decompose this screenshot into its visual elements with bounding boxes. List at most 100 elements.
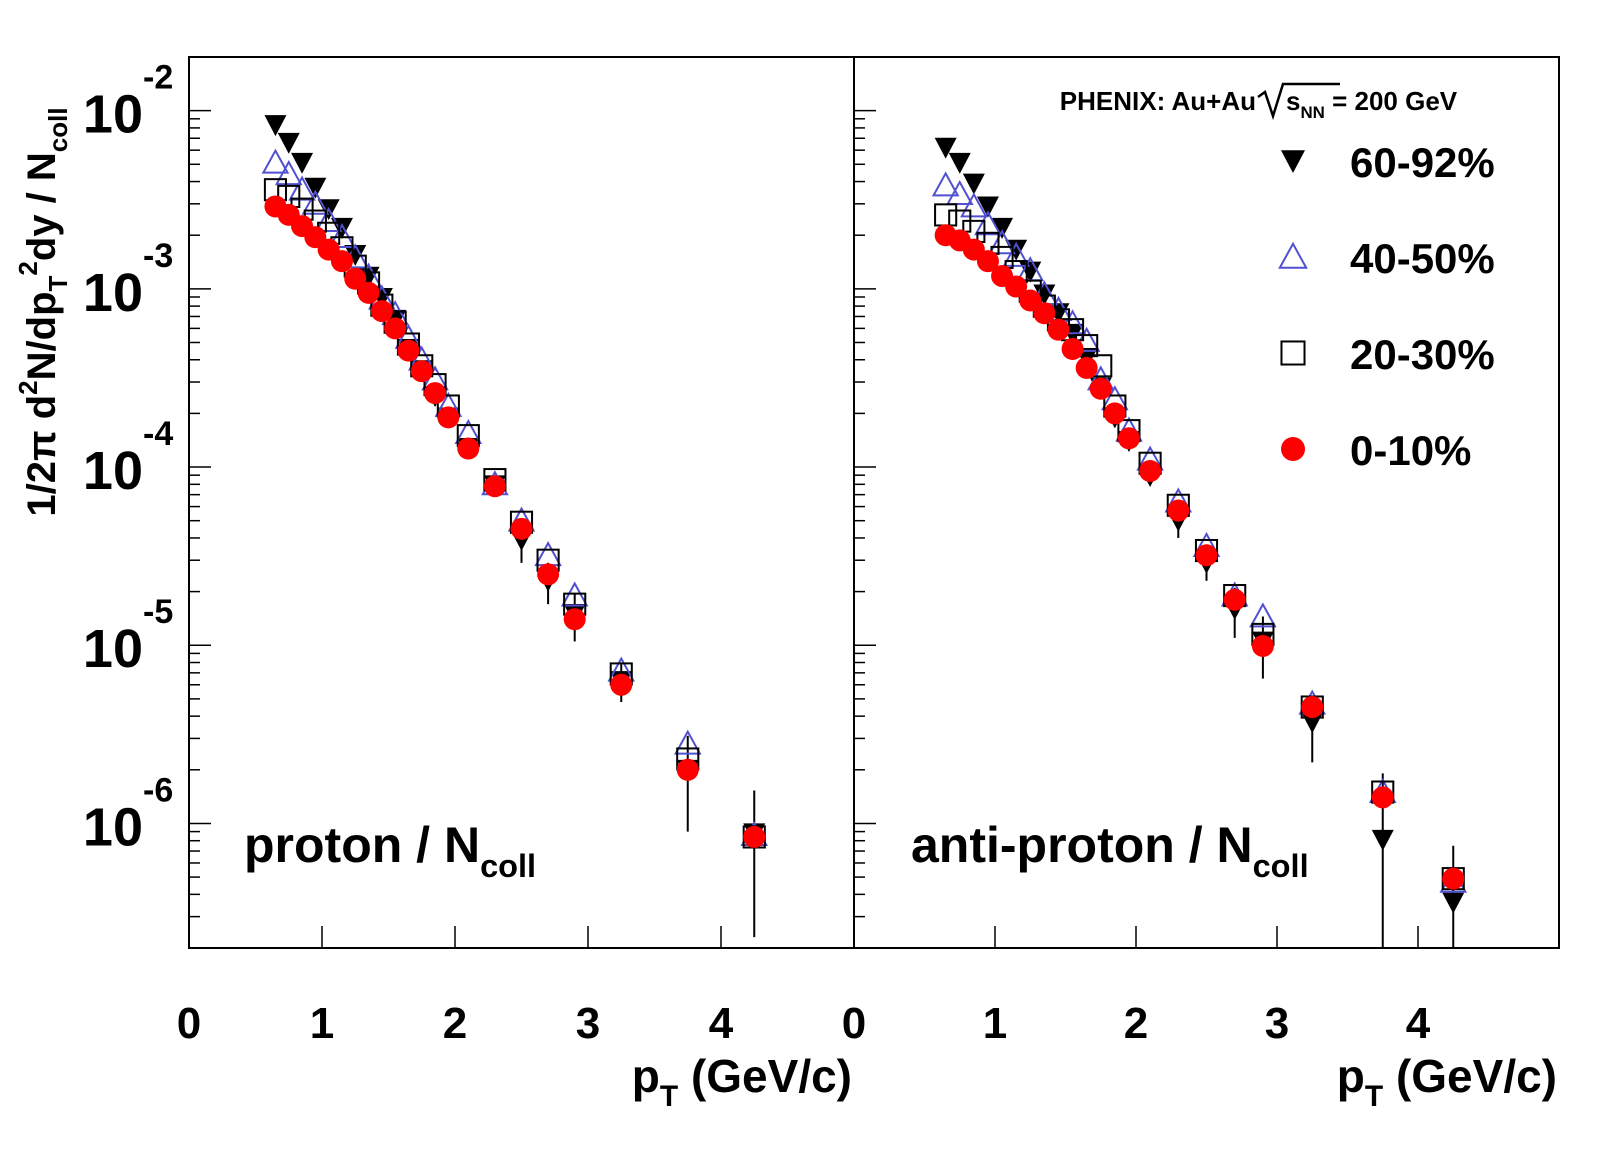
data-point (991, 217, 1014, 239)
data-point (945, 179, 974, 206)
x-axis-label-part: p (1337, 1050, 1365, 1102)
data-point (304, 177, 327, 199)
data-point (931, 171, 960, 197)
data-point (934, 137, 957, 159)
data-point (1223, 588, 1246, 611)
data-point (1103, 402, 1126, 425)
data-point (563, 608, 586, 631)
x-tick-label: 4 (709, 999, 734, 1048)
data-point (743, 825, 766, 848)
data-point (1061, 337, 1084, 360)
legend-marker (1280, 340, 1306, 366)
y-axis-label-part: 2 (13, 380, 43, 394)
sqrt-sign (1257, 82, 1340, 121)
data-point (274, 160, 303, 186)
y-tick-exponent: -3 (143, 237, 173, 275)
data-point (264, 115, 287, 137)
data-point (357, 281, 380, 304)
legend-label: 60-92% (1350, 139, 1495, 186)
data-point (277, 132, 300, 154)
data-point (288, 175, 316, 201)
legend-label: 0-10% (1350, 427, 1471, 474)
x-axis-label-part: (GeV/c) (1383, 1050, 1557, 1102)
data-point (344, 267, 367, 290)
data-point (1117, 427, 1140, 450)
data-point (537, 563, 560, 586)
x-tick-label: 1 (983, 999, 1007, 1048)
legend-label: 20-30% (1350, 331, 1495, 378)
x-tick-label: 3 (1265, 999, 1289, 1048)
y-axis-label-part: 1/2π d (20, 395, 64, 517)
data-point (1301, 696, 1324, 719)
y-axis-label-part: coll (43, 107, 73, 152)
data-point (962, 173, 985, 195)
y-axis-label: 1/2π d2N/dpT2dy / Ncoll (13, 107, 73, 516)
y-tick-exponent: -4 (143, 415, 173, 453)
data-point (1089, 377, 1112, 400)
y-axis-label-part: dy / N (20, 152, 64, 261)
header: sNN = 200 GeV (1286, 86, 1458, 122)
data-point (976, 250, 999, 273)
y-tick-exponent: -2 (143, 59, 173, 97)
data-point (934, 203, 958, 227)
data-point (301, 189, 330, 215)
data-point (1075, 356, 1098, 379)
x-axis-label: pT (GeV/c) (1337, 1050, 1557, 1113)
data-point (457, 437, 480, 460)
data-point (1002, 241, 1030, 267)
x-axis-label-part: (GeV/c) (678, 1050, 852, 1102)
data-point (397, 339, 420, 362)
y-axis-label-part: 2 (13, 261, 43, 275)
panel-label-part: proton / N (244, 817, 480, 873)
panel-label-part: anti-proton / N (911, 817, 1253, 873)
plot-frame (853, 56, 1560, 949)
y-tick-label: 10 (83, 797, 143, 857)
header-part: NN (1300, 103, 1324, 122)
data-point (1047, 318, 1070, 341)
data-point (1371, 786, 1394, 809)
x-tick-label: 2 (1124, 999, 1148, 1048)
panel-label-part: coll (1253, 848, 1309, 884)
x-tick-label: 4 (1406, 999, 1431, 1048)
data-point (437, 406, 460, 429)
data-point (261, 148, 290, 174)
y-tick-label: 10 (83, 441, 143, 501)
data-point (424, 382, 447, 405)
data-point (291, 152, 314, 174)
legend-marker (1281, 437, 1305, 461)
data-point (974, 210, 1002, 236)
data-point (483, 475, 506, 498)
x-axis-label: pT (GeV/c) (632, 1050, 852, 1113)
data-point (1139, 460, 1162, 483)
data-point (314, 206, 343, 232)
data-point (948, 152, 971, 174)
legend-marker (1278, 241, 1308, 269)
y-tick-label: 10 (83, 619, 143, 679)
data-point (410, 360, 433, 383)
data-point (330, 250, 353, 273)
header-part: s (1286, 86, 1300, 116)
y-tick-label: 10 (83, 85, 143, 145)
data-point (384, 317, 407, 340)
panel-label: anti-proton / Ncoll (911, 817, 1309, 884)
data-point (534, 541, 562, 567)
data-point (510, 517, 533, 540)
legend-label: 40-50% (1350, 235, 1495, 282)
x-tick-label: 0 (177, 999, 201, 1048)
data-point (676, 758, 699, 781)
x-tick-label: 3 (576, 999, 600, 1048)
x-axis-label-part: T (1365, 1080, 1383, 1113)
data-point (1249, 602, 1277, 628)
y-axis-label-part: N/dp (20, 291, 64, 380)
data-point (988, 229, 1016, 255)
x-axis-label-part: p (632, 1050, 660, 1102)
data-point (610, 673, 633, 696)
data-point (1167, 499, 1190, 522)
data-point (1019, 289, 1042, 312)
data-point (960, 192, 988, 218)
data-point (976, 196, 999, 218)
x-tick-label: 0 (842, 999, 866, 1048)
panel-label-part: coll (480, 848, 536, 884)
panel-label: proton / Ncoll (244, 817, 536, 884)
